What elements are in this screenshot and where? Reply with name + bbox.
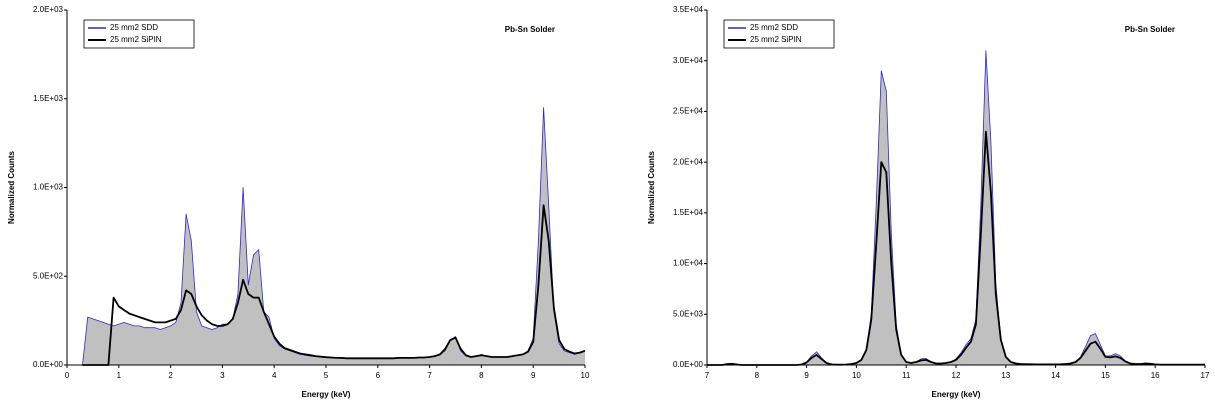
- x-tick-label: 8: [479, 371, 484, 380]
- x-tick-label: 7: [705, 371, 710, 380]
- y-tick-label: 5.0E+02: [33, 271, 64, 280]
- x-axis-label: Energy (keV): [932, 390, 981, 399]
- y-tick-label: 2.0E+04: [673, 157, 704, 166]
- y-tick-label: 5.0E+03: [673, 309, 704, 318]
- y-axis-label: Normalized Counts: [7, 151, 16, 224]
- x-tick-label: 17: [1201, 371, 1210, 380]
- chart: 0.0E+00 5.0E+03 1.0E+04 1.5E+04 2.0E+04 2.5E+…: [647, 5, 1210, 399]
- x-tick-label: 4: [272, 371, 277, 380]
- legend-box: [723, 19, 835, 49]
- y-tick-label: 0.0E+00: [673, 360, 704, 369]
- x-tick-label: 6: [376, 371, 381, 380]
- legend-label: 25 mm2 SDD: [750, 23, 798, 32]
- y-tick-label: 2.5E+04: [673, 107, 704, 116]
- x-tick-label: 0: [65, 371, 70, 380]
- area: [82, 107, 585, 365]
- x-axis-label: Energy (keV): [302, 390, 351, 399]
- x-tick-label: 5: [324, 371, 329, 380]
- x-tick-label: 1: [117, 371, 122, 380]
- y-tick-label: 1.5E+04: [673, 208, 704, 217]
- x-tick-label: 11: [902, 371, 911, 380]
- series-line: [82, 107, 586, 366]
- y-tick-label: 1.5E+03: [33, 94, 64, 103]
- x-tick-label: 2: [168, 371, 173, 380]
- x-tick-label: 10: [581, 371, 590, 380]
- series-line: [82, 204, 586, 366]
- x-tick-label: 12: [952, 371, 961, 380]
- x-tick-label: 3: [220, 371, 225, 380]
- x-tick-label: 10: [852, 371, 861, 380]
- y-tick-label: 1.0E+04: [673, 259, 704, 268]
- chart: 0.0E+00 5.0E+02 1.0E+03 1.5E+03 2.0E+03 0 1 2 3 4…: [7, 5, 590, 399]
- x-tick-label: 9: [804, 371, 809, 380]
- y-tick-label: 0.0E+00: [33, 360, 64, 369]
- y-tick-label: 3.0E+04: [673, 56, 704, 65]
- x-tick-label: 8: [755, 371, 760, 380]
- legend-box: [83, 19, 195, 49]
- x-tick-label: 13: [1001, 371, 1010, 380]
- y-tick-label: 3.5E+04: [673, 5, 704, 14]
- x-tick-label: 15: [1101, 371, 1110, 380]
- area: [707, 50, 1205, 365]
- x-tick-label: 14: [1051, 371, 1060, 380]
- annotation: Pb-Sn Solder: [505, 25, 555, 34]
- y-tick-label: 1.0E+03: [33, 183, 64, 192]
- legend-label: 25 mm2 SiPIN: [750, 35, 802, 44]
- legend-label: 25 mm2 SiPIN: [110, 35, 162, 44]
- x-tick-label: 7: [427, 371, 432, 380]
- annotation: Pb-Sn Solder: [1125, 25, 1175, 34]
- series-line: [707, 130, 1205, 366]
- y-axis-label: Normalized Counts: [647, 151, 656, 224]
- y-tick-label: 2.0E+03: [33, 5, 64, 14]
- x-tick-label: 16: [1151, 371, 1160, 380]
- series-line: [707, 50, 1205, 366]
- x-tick-label: 9: [531, 371, 536, 380]
- legend-label: 25 mm2 SDD: [110, 23, 158, 32]
